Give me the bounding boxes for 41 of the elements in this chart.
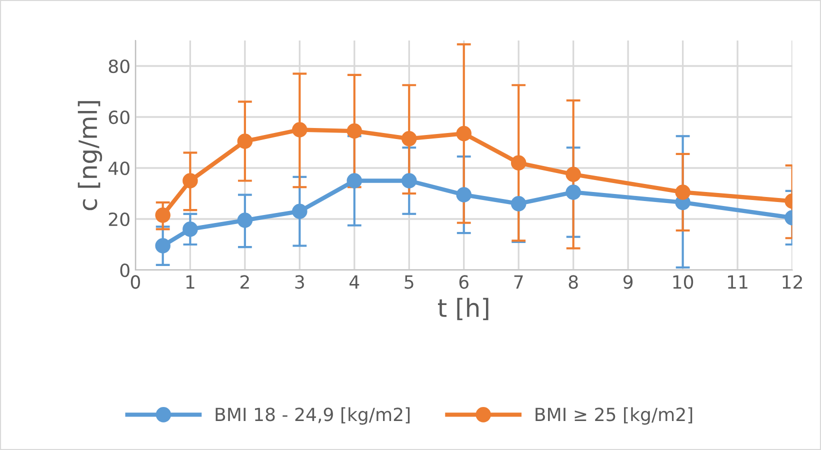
x-tick-label: 11 (728, 275, 748, 289)
point (510, 155, 526, 171)
y-tick-label: 60 (108, 110, 130, 124)
point (566, 166, 581, 182)
x-tick-label: 3 (295, 275, 304, 289)
x-tick-label: 5 (404, 275, 414, 289)
x-axis-title: t [h] (438, 298, 488, 320)
x-tick-label: 2 (240, 275, 249, 289)
y-axis-title: c [ng/ml] (78, 101, 102, 210)
x-tick-label: 4 (350, 275, 360, 289)
point (237, 134, 253, 149)
point (346, 123, 362, 139)
x-tick-label: 12 (782, 275, 802, 289)
x-tick-label: 6 (459, 275, 468, 289)
point (182, 173, 198, 188)
x-tick-label: 1 (186, 275, 194, 289)
point (346, 173, 362, 188)
point (401, 173, 417, 188)
legend-label: BMI ≥ 25 [kg/m2] (536, 407, 692, 425)
y-tick-label: 40 (108, 161, 130, 176)
x-tick-label: 0 (130, 275, 140, 289)
point (401, 131, 417, 146)
point (292, 122, 308, 138)
y-tick-label: 20 (108, 212, 130, 226)
point (237, 212, 253, 228)
point (155, 238, 170, 254)
point (155, 208, 170, 223)
point (456, 126, 472, 142)
point (182, 222, 198, 237)
x-tick-label: 9 (623, 275, 633, 289)
point (510, 196, 526, 212)
y-tick-label: 0 (120, 263, 130, 278)
point (675, 184, 690, 200)
x-tick-label: 8 (568, 275, 578, 289)
point (456, 187, 472, 202)
point (292, 204, 308, 219)
legend-label: BMI 18 - 24,9 [kg/m2] (216, 407, 410, 425)
x-tick-label: 7 (514, 275, 523, 289)
point (566, 184, 581, 200)
x-tick-label: 10 (673, 275, 694, 289)
y-tick-label: 80 (108, 59, 130, 74)
